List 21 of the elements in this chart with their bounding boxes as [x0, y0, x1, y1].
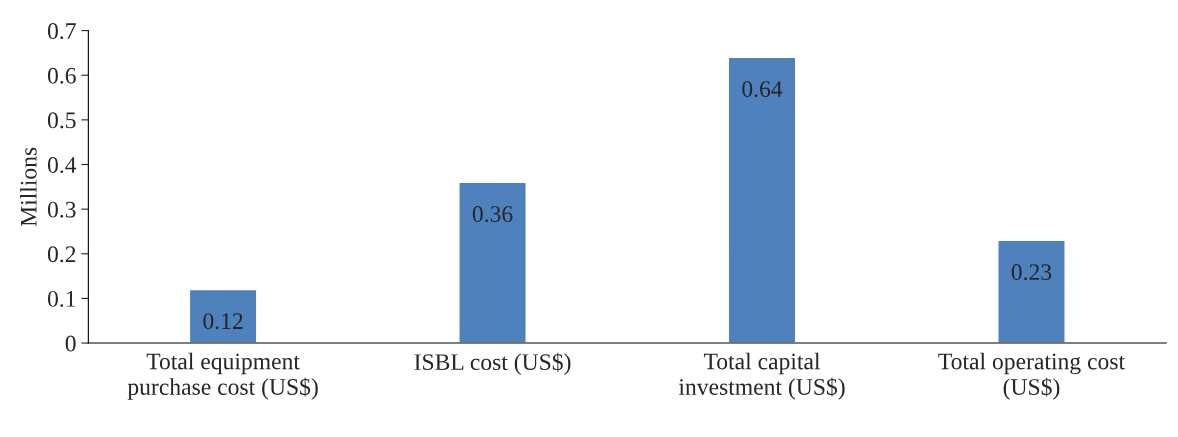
bar: [188, 288, 258, 344]
y-tick-label: 0.3: [47, 201, 76, 218]
x-tick-label: ISBL cost (US$): [414, 352, 571, 375]
bar: [997, 239, 1066, 344]
x-tick-label: Total equipment purchase cost (US$): [127, 352, 318, 400]
bar: [727, 56, 797, 344]
y-tick-label: 0.2: [47, 246, 76, 263]
data-label: 0.23: [1011, 264, 1052, 281]
y-tick-label: 0.4: [47, 156, 77, 174]
y-tick-label: 0.1: [47, 290, 76, 307]
y-tick-label: 0.5: [47, 112, 76, 129]
data-label: 0.36: [472, 206, 513, 223]
y-tick-label: 0: [65, 335, 76, 352]
data-label: 0.64: [742, 81, 783, 98]
data-label: 0.12: [203, 313, 243, 330]
x-tick-label: Total operating cost (US$): [938, 352, 1125, 400]
bar: [458, 181, 527, 344]
y-tick-label: 0.6: [47, 67, 76, 84]
x-tick-label: Total capital investment (US$): [678, 352, 845, 400]
y-tick-label: 0.7: [47, 23, 76, 40]
y-axis-title: Millions: [20, 147, 37, 227]
